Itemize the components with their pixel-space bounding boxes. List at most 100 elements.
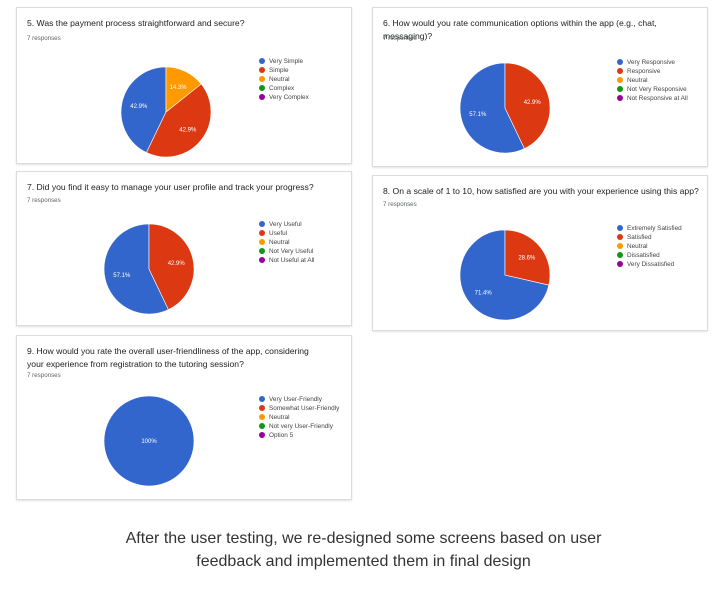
slice-label: 28.6%: [518, 256, 536, 262]
legend-item: Very Dissatisfied: [617, 260, 682, 269]
legend-item: Not Very Responsive: [617, 85, 688, 94]
slice-label: 71.4%: [475, 290, 493, 296]
legend-label: Very Useful: [269, 220, 302, 228]
pie-chart: 71.4% 28.6%: [459, 229, 551, 321]
legend-item: Satisfied: [617, 233, 682, 242]
legend-item: Very Complex: [259, 93, 309, 102]
legend-swatch: [617, 86, 623, 93]
pie-slice-very-responsive: [459, 62, 525, 154]
legend-item: Useful: [259, 229, 314, 238]
chart-legend: Very Responsive Responsive Neutral Not Very…: [617, 58, 688, 102]
question-title: 6. How would you rate communication opti…: [383, 18, 657, 41]
legend-label: Useful: [269, 229, 288, 237]
legend-swatch: [259, 432, 265, 438]
legend-item: Neutral: [259, 238, 314, 247]
legend-label: Not Responsive at All: [627, 94, 688, 102]
slice-label: 57.1%: [469, 112, 487, 118]
legend-swatch: [617, 243, 623, 250]
response-count: 7 responses: [383, 201, 417, 208]
legend-swatch: [617, 252, 623, 259]
legend-label: Extremely Satisfied: [627, 224, 682, 232]
pie-slice-responsive: [504, 62, 551, 150]
legend-swatch: [259, 248, 265, 255]
legend-item: Somewhat User-Friendly: [259, 404, 339, 413]
caption-line-1: After the user testing, we re-designed s…: [125, 530, 602, 547]
legend-label: Neutral: [627, 242, 648, 250]
legend-item: Not Very Useful: [259, 247, 314, 256]
legend-swatch: [259, 405, 265, 412]
survey-card-q9: 9. How would you rate the overall user-f…: [16, 335, 352, 500]
legend-label: Very Complex: [269, 93, 309, 101]
legend-swatch: [259, 58, 265, 65]
legend-swatch: [259, 76, 265, 83]
legend-swatch: [259, 396, 265, 403]
legend-swatch: [617, 59, 623, 66]
chart-legend: Very Simple Simple Neutral Complex Very Comp…: [259, 57, 309, 101]
legend-item: Very Useful: [259, 220, 314, 229]
survey-card-q6: 6. How would you rate communication opti…: [372, 7, 708, 167]
question-title: 5. Was the payment process straightforwa…: [27, 18, 245, 28]
pie-slice-neutral: [165, 66, 202, 113]
legend-label: Very Dissatisfied: [627, 260, 675, 268]
legend-item: Extremely Satisfied: [617, 224, 682, 233]
caption-line-2: feedback and implemented them in final d…: [196, 553, 531, 570]
legend-swatch: [617, 225, 623, 232]
legend-swatch: [617, 95, 623, 101]
legend-label: Very Simple: [269, 57, 304, 65]
pie-chart: 57.1% 42.9%: [103, 223, 195, 315]
pie-chart: 100%: [103, 395, 195, 487]
legend-label: Dissatisfied: [627, 251, 660, 259]
legend-item: Dissatisfied: [617, 251, 682, 260]
legend-item: Not Responsive at All: [617, 94, 688, 103]
legend-label: Not very User-Friendly: [269, 422, 333, 430]
response-count: 7 responses: [27, 35, 61, 42]
legend-label: Neutral: [269, 75, 290, 83]
legend-swatch: [259, 414, 265, 421]
legend-item: Neutral: [259, 413, 339, 422]
page-caption: After the user testing, we re-designed s…: [0, 527, 727, 573]
legend-label: Neutral: [269, 413, 290, 421]
pie-slice-satisfied: [504, 229, 551, 286]
legend-swatch: [259, 221, 265, 228]
legend-label: Responsive: [627, 67, 661, 75]
legend-item: Responsive: [617, 67, 688, 76]
response-count: 7 responses: [383, 35, 417, 42]
legend-label: Somewhat User-Friendly: [269, 404, 340, 412]
legend-swatch: [259, 67, 265, 74]
slice-label: 14.3%: [170, 85, 188, 91]
legend-item: Not Useful at All: [259, 256, 314, 265]
legend-swatch: [259, 239, 265, 246]
pie-chart: 42.9% 42.9% 14.3%: [120, 66, 212, 158]
question-title: 8. On a scale of 1 to 10, how satisfied …: [383, 186, 699, 196]
legend-item: Neutral: [259, 75, 309, 84]
pie-chart: 57.1% 42.9%: [459, 62, 551, 154]
pie-slice-very-useful: [103, 223, 169, 315]
survey-card-q7: 7. Did you find it easy to manage your u…: [16, 171, 352, 326]
slice-label: 42.9%: [130, 104, 148, 110]
legend-swatch: [259, 94, 265, 100]
legend-label: Satisfied: [627, 233, 652, 241]
legend-item: Neutral: [617, 76, 688, 85]
legend-label: Neutral: [269, 238, 290, 246]
legend-swatch: [259, 257, 265, 263]
legend-item: Very Simple: [259, 57, 309, 66]
survey-card-q5: 5. Was the payment process straightforwa…: [16, 7, 352, 164]
question-title: 9. How would you rate the overall user-f…: [27, 346, 309, 369]
survey-card-q8: 8. On a scale of 1 to 10, how satisfied …: [372, 175, 708, 331]
pie-slice-very-simple: [120, 66, 167, 153]
legend-label: Option 5: [269, 431, 294, 439]
legend-swatch: [617, 77, 623, 84]
chart-legend: Very User-Friendly Somewhat User-Friendly…: [259, 395, 339, 439]
legend-label: Complex: [269, 84, 295, 92]
legend-swatch: [617, 261, 623, 267]
slice-label: 42.9%: [524, 100, 542, 106]
legend-item: Not very User-Friendly: [259, 422, 339, 431]
slice-label: 100%: [141, 439, 157, 445]
legend-item: Simple: [259, 66, 309, 75]
legend-swatch: [617, 68, 623, 75]
slice-label: 57.1%: [113, 273, 131, 279]
pie-slice-very-user-friendly: [103, 395, 195, 487]
legend-item: Very Responsive: [617, 58, 688, 67]
response-count: 7 responses: [27, 197, 61, 204]
legend-label: Very User-Friendly: [269, 395, 322, 403]
